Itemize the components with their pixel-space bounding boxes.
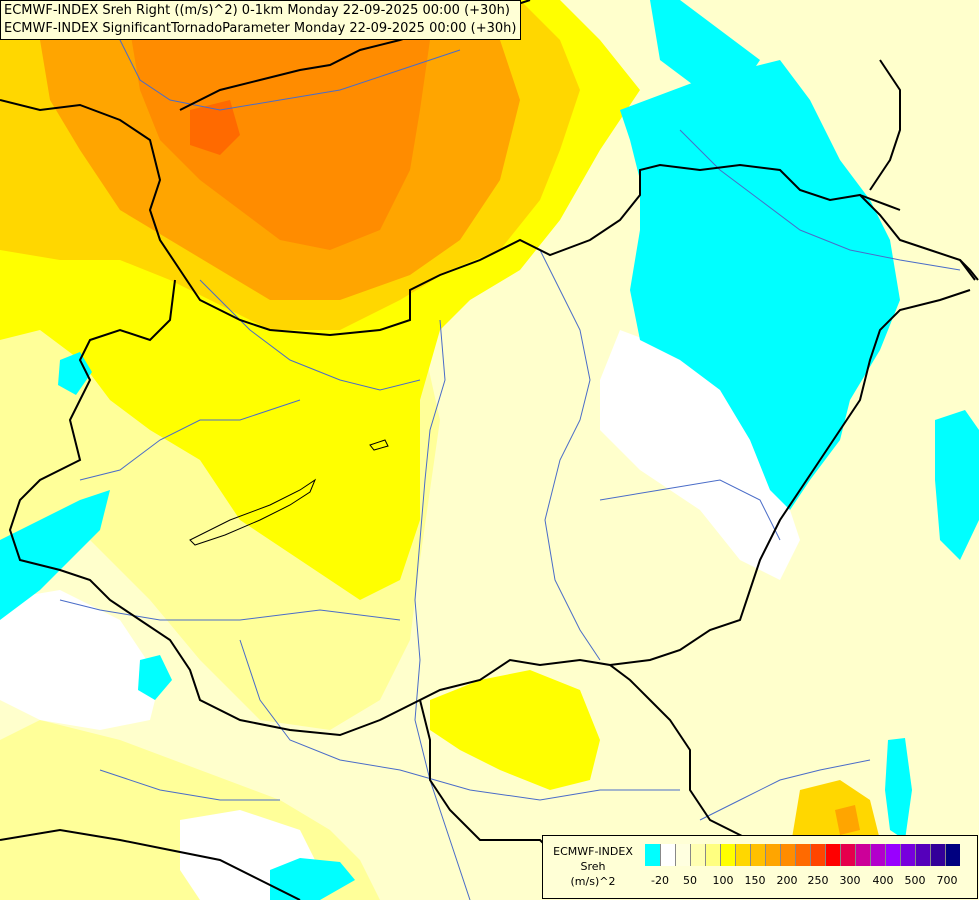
legend-tick-500: 500 xyxy=(904,874,926,887)
sreh-field-cyan-southwest-dot xyxy=(138,655,172,700)
legend-tick-labels: -20 50 100 150 200 250 300 400 500 700 xyxy=(645,874,975,890)
legend-swatch-8 xyxy=(765,844,780,866)
sreh-field-orange-southeast xyxy=(835,805,860,835)
sreh-field-cyan-east-strip xyxy=(935,410,979,560)
legend-swatch-1 xyxy=(660,844,675,866)
legend-tick--20: -20 xyxy=(651,874,669,887)
legend-swatch-13 xyxy=(840,844,855,866)
legend-swatch-6 xyxy=(735,844,750,866)
legend-swatch-15 xyxy=(870,844,885,866)
legend-swatch-7 xyxy=(750,844,765,866)
legend-tick-200: 200 xyxy=(776,874,798,887)
color-legend: ECMWF-INDEX Sreh (m/s)^2 -20 50 100 150 200 2… xyxy=(542,835,978,899)
legend-swatch-2 xyxy=(675,844,690,866)
legend-swatch-0 xyxy=(645,844,660,866)
title-sreh: ECMWF-INDEX Sreh Right ((m/s)^2) 0-1km M… xyxy=(4,3,510,18)
legend-unit: (m/s)^2 xyxy=(570,875,616,888)
legend-swatch-19 xyxy=(930,844,945,866)
legend-swatch-5 xyxy=(720,844,735,866)
legend-swatch-3 xyxy=(690,844,705,866)
legend-swatch-17 xyxy=(900,844,915,866)
sreh-field-cyan-south-blob xyxy=(270,858,355,900)
sreh-field-white-southwest xyxy=(0,590,160,730)
lake-small xyxy=(369,439,389,451)
legend-labels: ECMWF-INDEX Sreh (m/s)^2 xyxy=(543,844,643,889)
legend-swatch-20 xyxy=(945,844,960,866)
sreh-field-red-orange xyxy=(190,100,240,155)
sreh-field-white-east xyxy=(600,330,800,580)
sreh-field-cyan-east xyxy=(620,60,900,510)
lake-balaton xyxy=(189,478,317,546)
legend-swatch-12 xyxy=(825,844,840,866)
map-title-box: ECMWF-INDEX Sreh Right ((m/s)^2) 0-1km M… xyxy=(0,0,522,40)
legend-tick-700: 700 xyxy=(936,874,958,887)
sreh-field-cyan-west xyxy=(0,490,110,620)
sreh-field-cyan-west-dot xyxy=(58,352,92,395)
legend-swatch-10 xyxy=(795,844,810,866)
legend-swatch-11 xyxy=(810,844,825,866)
legend-tick-400: 400 xyxy=(872,874,894,887)
rivers xyxy=(59,39,961,900)
legend-swatch-9 xyxy=(780,844,795,866)
sreh-field-cyan-northeast xyxy=(650,0,760,90)
legend-variable: Sreh xyxy=(580,860,606,873)
legend-swatch-4 xyxy=(705,844,720,866)
legend-swatch-18 xyxy=(915,844,930,866)
legend-tick-250: 250 xyxy=(807,874,829,887)
legend-colorbar xyxy=(645,844,960,866)
legend-model: ECMWF-INDEX xyxy=(553,845,633,858)
sreh-field-cyan-southeast-strip xyxy=(885,738,912,840)
legend-tick-100: 100 xyxy=(712,874,734,887)
title-stp: ECMWF-INDEX SignificantTornadoParameter … xyxy=(4,21,517,36)
legend-tick-50: 50 xyxy=(683,874,697,887)
legend-tick-150: 150 xyxy=(744,874,766,887)
legend-tick-300: 300 xyxy=(839,874,861,887)
sreh-field-dark-orange-center xyxy=(290,130,370,220)
legend-swatch-14 xyxy=(855,844,870,866)
sreh-field-yellow-south xyxy=(430,670,600,790)
legend-swatch-16 xyxy=(885,844,900,866)
